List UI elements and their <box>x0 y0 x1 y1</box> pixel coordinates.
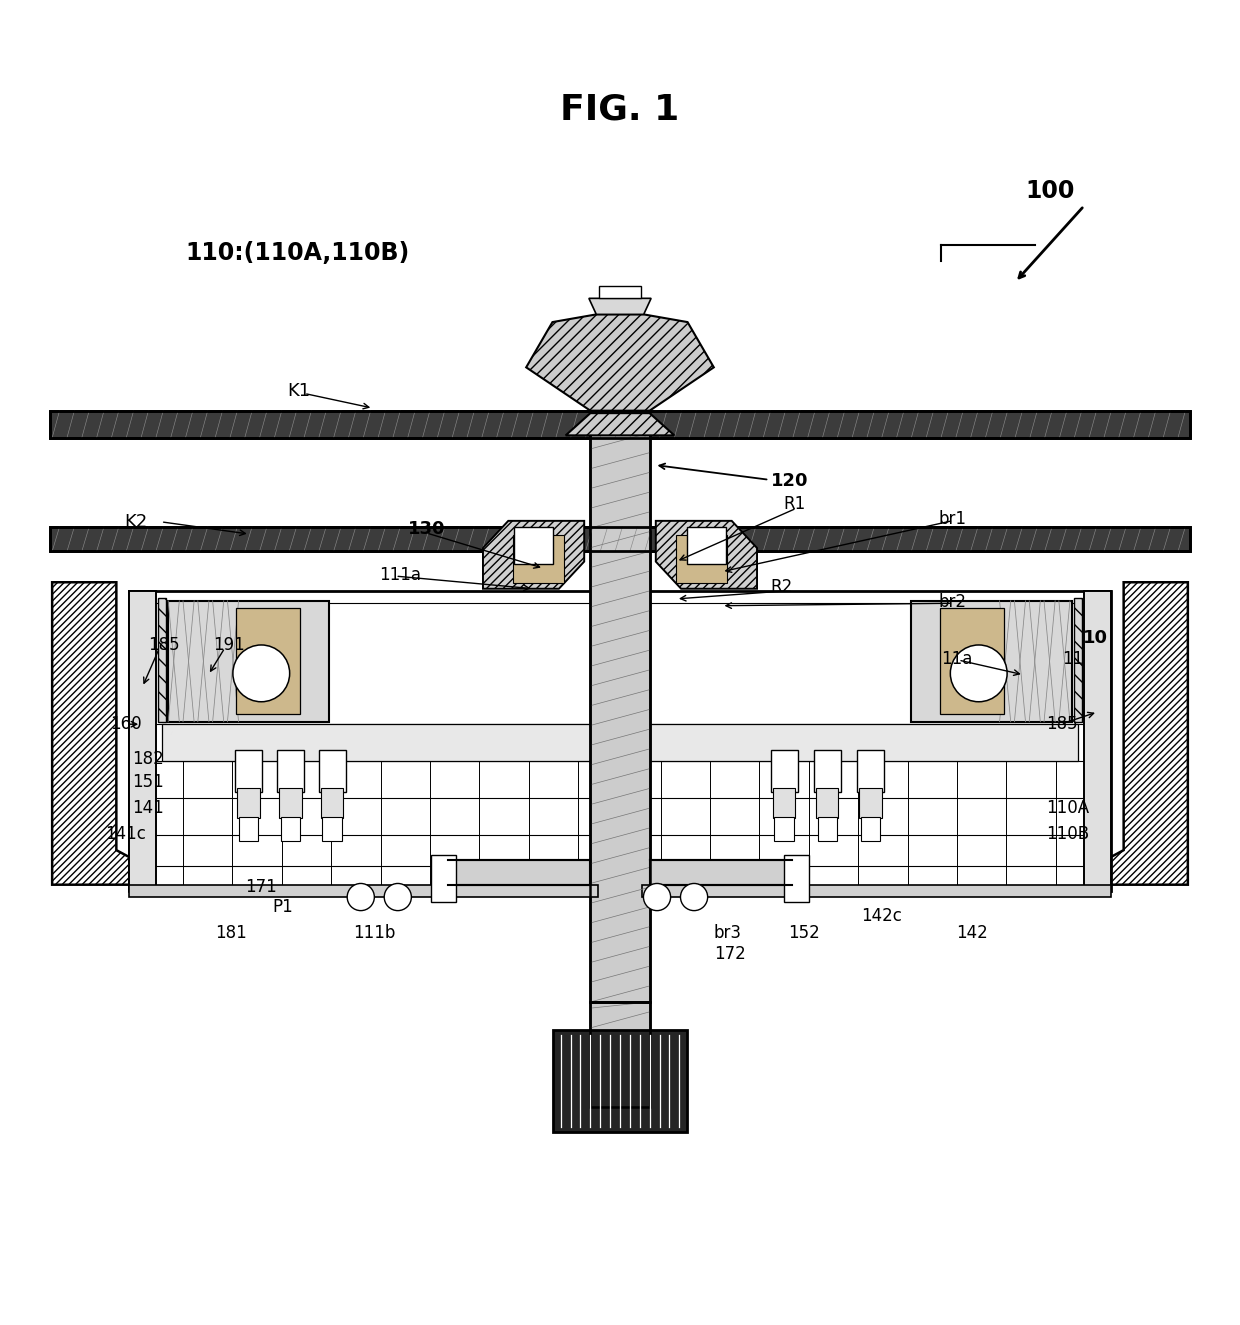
Circle shape <box>644 884 671 910</box>
Circle shape <box>384 884 412 910</box>
Circle shape <box>233 645 290 702</box>
Bar <box>642 885 1111 897</box>
Bar <box>322 816 342 841</box>
Text: 185: 185 <box>149 636 180 655</box>
Bar <box>50 411 1190 437</box>
Bar <box>911 600 1071 722</box>
Text: R1: R1 <box>782 496 805 514</box>
Text: br1: br1 <box>939 510 966 529</box>
Bar <box>861 816 880 841</box>
Text: 111b: 111b <box>353 924 396 942</box>
Bar <box>236 608 300 714</box>
Text: P1: P1 <box>272 898 293 916</box>
Bar <box>816 788 838 818</box>
Text: 191: 191 <box>212 636 244 655</box>
Bar <box>515 527 553 564</box>
Bar <box>237 788 259 818</box>
Text: 185: 185 <box>1045 716 1078 733</box>
Bar <box>129 591 156 890</box>
Bar <box>599 286 641 298</box>
Bar <box>642 591 1111 890</box>
Bar <box>129 591 598 890</box>
Text: 111a: 111a <box>379 566 422 584</box>
Bar <box>50 411 1190 437</box>
Bar <box>687 527 725 564</box>
Bar <box>784 855 808 902</box>
Polygon shape <box>1059 582 1188 885</box>
Polygon shape <box>52 582 181 885</box>
Text: 152: 152 <box>787 924 820 942</box>
Text: 100: 100 <box>1025 179 1074 203</box>
Text: 120: 120 <box>770 472 808 490</box>
Bar <box>432 855 456 902</box>
Text: 130: 130 <box>408 521 445 538</box>
Bar <box>280 816 300 841</box>
Bar <box>449 860 590 885</box>
Polygon shape <box>649 725 1078 762</box>
Bar <box>676 535 727 583</box>
Text: K2: K2 <box>124 513 148 531</box>
Text: 172: 172 <box>714 945 745 963</box>
Text: br3: br3 <box>714 924 742 942</box>
Bar <box>590 1002 650 1106</box>
Bar <box>513 535 564 583</box>
Text: 171: 171 <box>244 878 277 896</box>
Circle shape <box>347 884 374 910</box>
Polygon shape <box>589 298 651 314</box>
Bar <box>940 608 1004 714</box>
Text: FIG. 1: FIG. 1 <box>560 93 680 126</box>
Polygon shape <box>159 599 166 722</box>
Bar <box>50 527 1190 551</box>
Text: R2: R2 <box>770 578 792 596</box>
Text: 151: 151 <box>133 774 164 791</box>
Text: 10: 10 <box>1083 629 1107 647</box>
Text: 181: 181 <box>215 924 247 942</box>
Polygon shape <box>526 314 714 411</box>
Text: K1: K1 <box>288 382 310 400</box>
Circle shape <box>950 645 1007 702</box>
Bar <box>279 788 301 818</box>
Polygon shape <box>656 521 758 588</box>
Bar <box>774 816 794 841</box>
Bar <box>1084 591 1111 890</box>
Text: br2: br2 <box>939 594 966 611</box>
Bar <box>817 816 837 841</box>
Bar <box>773 788 795 818</box>
Bar <box>770 750 797 792</box>
Text: 11a: 11a <box>941 649 972 668</box>
Bar <box>590 1002 650 1106</box>
Text: 141c: 141c <box>105 825 146 843</box>
Bar <box>129 885 598 897</box>
Bar <box>650 860 791 885</box>
Polygon shape <box>1074 599 1081 722</box>
Polygon shape <box>162 725 591 762</box>
Bar <box>238 816 258 841</box>
Bar <box>813 750 841 792</box>
Bar <box>277 750 304 792</box>
Bar <box>169 600 329 722</box>
Bar <box>553 1031 687 1132</box>
Text: 110A: 110A <box>1045 799 1089 818</box>
Bar <box>50 527 1190 551</box>
Text: 141: 141 <box>133 799 164 818</box>
Bar <box>234 750 262 792</box>
Bar <box>859 788 882 818</box>
Text: 160: 160 <box>110 716 141 733</box>
Text: 142c: 142c <box>861 906 901 925</box>
Polygon shape <box>482 521 584 588</box>
Text: 110:(110A,110B): 110:(110A,110B) <box>186 241 409 265</box>
Text: 142: 142 <box>956 924 987 942</box>
Circle shape <box>681 884 708 910</box>
Bar <box>590 404 650 1002</box>
Text: 11: 11 <box>1061 649 1084 668</box>
Text: 182: 182 <box>133 750 164 767</box>
Bar <box>590 404 650 1002</box>
Text: 110B: 110B <box>1045 825 1089 843</box>
Polygon shape <box>565 413 675 436</box>
Bar <box>564 1063 676 1097</box>
Bar <box>319 750 346 792</box>
Bar <box>857 750 884 792</box>
Bar <box>321 788 343 818</box>
